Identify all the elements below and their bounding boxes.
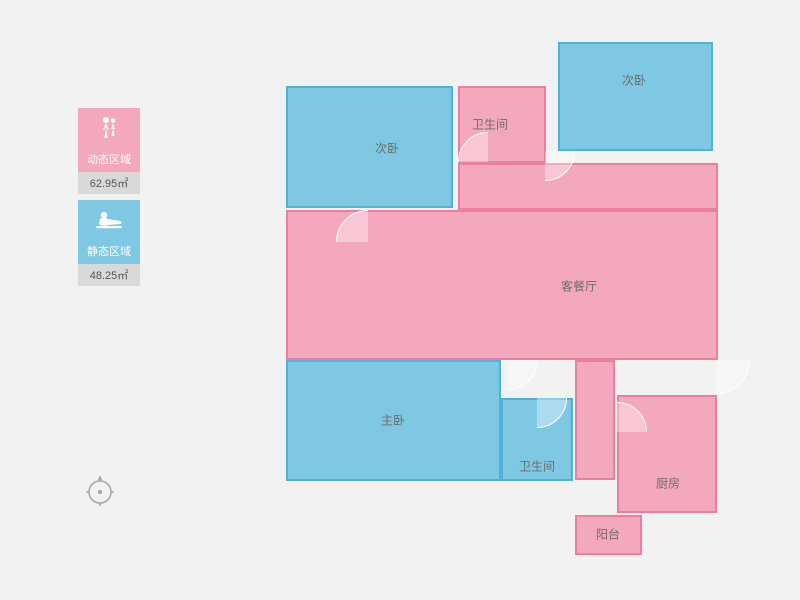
room-hall_top	[458, 163, 718, 210]
room-label-bed2a: 次卧	[375, 140, 399, 157]
room-label-balcony2: 阳台	[596, 526, 620, 543]
room-label-kitchen: 厨房	[656, 475, 680, 492]
legend-dynamic-title: 动态区域	[78, 148, 140, 172]
legend-static-icon	[78, 200, 140, 240]
room-label-living: 客餐厅	[561, 278, 597, 295]
room-label-bed2b: 次卧	[622, 72, 646, 89]
legend-dynamic-value: 62.95㎡	[78, 172, 140, 194]
legend-dynamic: 动态区域62.95㎡	[78, 108, 140, 194]
legend-dynamic-icon	[78, 108, 140, 148]
compass-icon	[83, 473, 117, 512]
room-bed2b	[558, 42, 713, 151]
room-label-bed1: 主卧	[381, 412, 405, 429]
room-bed2a	[286, 86, 453, 208]
legend-static-value: 48.25㎡	[78, 264, 140, 286]
legend-static-title: 静态区域	[78, 240, 140, 264]
legend-static: 静态区域48.25㎡	[78, 200, 140, 286]
room-stair	[575, 360, 615, 480]
room-label-bath2: 卫生间	[519, 458, 555, 475]
room-label-bath1: 卫生间	[472, 116, 508, 133]
